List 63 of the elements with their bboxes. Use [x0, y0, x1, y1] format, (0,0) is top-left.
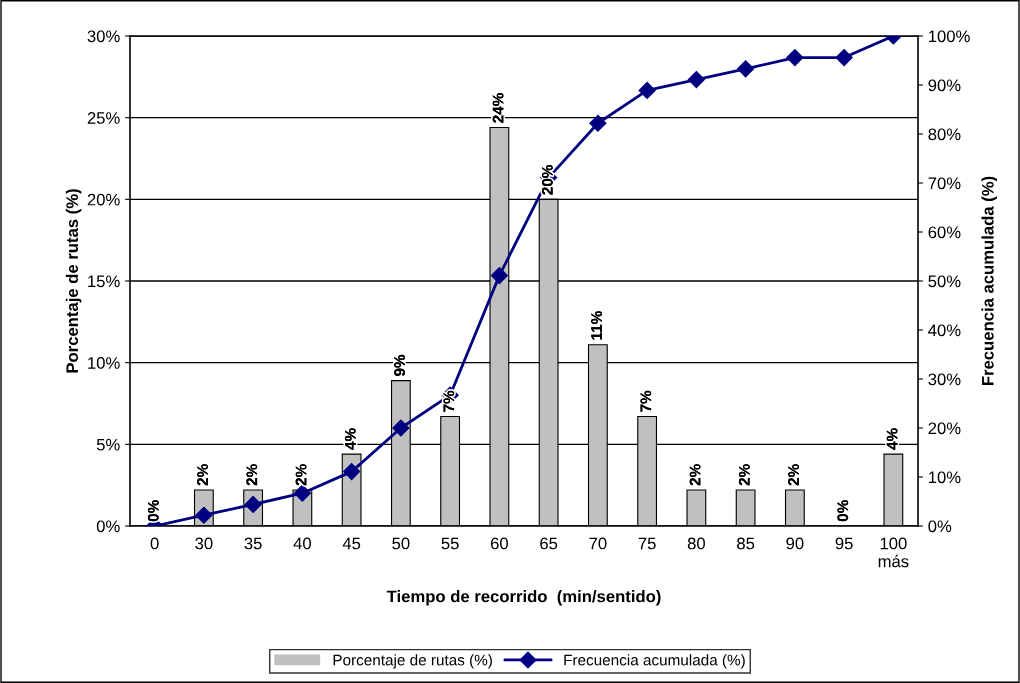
y2-tick-label: 90% — [928, 79, 961, 92]
y-axis-title: Porcentaje de rutas (%) — [65, 189, 82, 373]
point — [589, 114, 607, 132]
x-tick-label: 35 — [244, 537, 262, 550]
data-label: 2% — [788, 464, 799, 486]
data-label: 9% — [394, 354, 405, 376]
legend-label: Porcentaje de rutas (%) — [333, 654, 492, 669]
x-tick-label: 40 — [293, 537, 311, 550]
y-tick-label: 20% — [87, 193, 120, 206]
y-tick-label: 5% — [96, 438, 120, 451]
point — [835, 49, 853, 67]
y2-tick-label: 20% — [928, 422, 961, 435]
y2-tick-label: 40% — [928, 324, 961, 337]
y2-tick-label: 60% — [928, 226, 961, 239]
x-tick-label: 60 — [490, 537, 508, 550]
point — [737, 60, 755, 78]
legend-label: Frecuencia acumulada (%) — [564, 654, 745, 669]
x-axis-title: Tiempo de recorrido (min/sentido) — [386, 590, 661, 606]
point — [343, 463, 361, 481]
x-tick-label: 30 — [195, 537, 213, 550]
x-tick-label: 0 — [150, 537, 159, 550]
y2-tick-label: 10% — [928, 471, 961, 484]
x-tick-label: 50 — [392, 537, 410, 550]
point — [786, 49, 804, 67]
data-label: 7% — [640, 390, 652, 412]
y2-tick-label: 30% — [928, 373, 961, 386]
x-tick-label: 100 más — [878, 537, 909, 568]
y-tick-label: 0% — [96, 520, 120, 533]
y-tick-label: 10% — [88, 357, 120, 369]
data-label: 0% — [837, 500, 849, 522]
data-label: 2% — [197, 464, 208, 486]
y2-tick-label: 70% — [928, 177, 961, 190]
y-tick-label: 25% — [87, 112, 120, 124]
y2-axis-title: Frecuencia acumulada (%) — [981, 176, 997, 386]
y2-tick-label: 50% — [928, 275, 961, 288]
y2-tick-label: 80% — [928, 128, 961, 141]
point — [638, 81, 656, 99]
data-label: 2% — [246, 464, 258, 486]
data-label: 2% — [738, 464, 750, 486]
data-label: 20% — [541, 164, 553, 195]
x-tick-label: 45 — [342, 537, 361, 550]
x-tick-label: 70 — [589, 537, 607, 550]
x-tick-label: 75 — [638, 537, 656, 550]
x-tick-label: 65 — [540, 537, 558, 550]
x-tick-label: 85 — [737, 537, 755, 550]
data-label: 2% — [295, 464, 307, 486]
x-tick-label: 90 — [786, 537, 804, 550]
point — [392, 419, 410, 437]
data-label: 2% — [689, 464, 701, 486]
y2-tick-label: 100% — [928, 30, 970, 43]
data-label: 11% — [591, 311, 602, 340]
point — [687, 71, 705, 89]
y-tick-label: 15% — [88, 275, 120, 288]
data-label: 0% — [147, 500, 159, 522]
x-tick-label: 80 — [687, 537, 705, 550]
point — [293, 484, 311, 502]
point — [490, 267, 508, 285]
y2-tick-label: 0% — [928, 520, 952, 533]
y-tick-label: 30% — [87, 30, 120, 43]
data-label: 24% — [492, 93, 504, 123]
data-label: 7% — [443, 390, 455, 412]
x-tick-label: 55 — [441, 537, 459, 550]
x-tick-label: 95 — [835, 537, 853, 550]
